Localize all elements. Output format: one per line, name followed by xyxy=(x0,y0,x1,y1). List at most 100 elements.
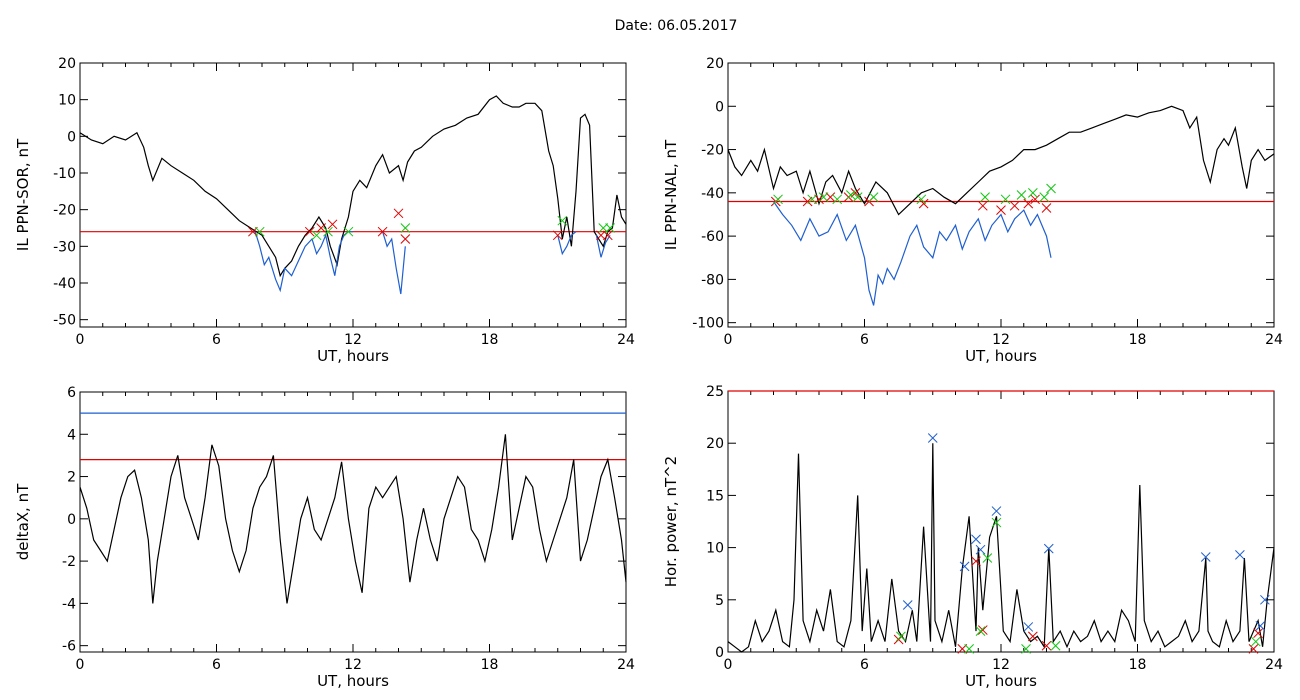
x-tick-label: 18 xyxy=(1129,332,1147,348)
cross-marker xyxy=(304,226,315,237)
cross-marker xyxy=(832,194,843,205)
y-tick-label: -60 xyxy=(701,229,724,245)
y-tick-label: 6 xyxy=(67,385,76,401)
cross-marker xyxy=(377,226,388,237)
cross-marker xyxy=(1041,203,1052,213)
y-tick-label: -40 xyxy=(53,276,76,292)
cross-marker xyxy=(852,192,863,203)
y-tick-label: 25 xyxy=(706,384,724,400)
x-tick-label: 0 xyxy=(76,332,85,348)
cross-marker xyxy=(996,205,1006,216)
y-tick-label: -6 xyxy=(62,639,76,655)
plot-frame xyxy=(79,62,627,328)
cross-marker xyxy=(980,192,990,203)
cross-marker xyxy=(1009,200,1020,211)
cross-marker xyxy=(1023,622,1034,632)
x-tick-label: 6 xyxy=(212,657,221,673)
cross-marker xyxy=(1021,644,1031,654)
cross-marker xyxy=(982,553,993,563)
x-tick-label: 0 xyxy=(76,657,85,673)
cross-marker xyxy=(598,223,609,233)
cross-marker xyxy=(975,544,986,555)
cross-marker xyxy=(807,194,818,205)
y-tick-label: 10 xyxy=(706,541,724,557)
cross-marker xyxy=(327,219,338,230)
cross-marker xyxy=(400,234,411,244)
plot-frame xyxy=(79,391,627,653)
y-tick-label: -20 xyxy=(701,143,724,159)
cross-marker xyxy=(248,226,258,237)
cross-marker xyxy=(1046,183,1056,194)
x-tick-label: 24 xyxy=(1265,332,1283,348)
cross-marker xyxy=(316,223,327,233)
cross-marker xyxy=(1039,192,1050,203)
cross-marker xyxy=(975,626,986,636)
y-tick-label: -10 xyxy=(53,166,76,182)
y-tick-label: 0 xyxy=(67,129,76,145)
y-tick-label: -30 xyxy=(53,239,76,255)
cross-marker xyxy=(1016,190,1027,200)
cross-marker xyxy=(311,230,322,241)
cross-marker xyxy=(818,192,829,203)
cross-marker xyxy=(1253,628,1263,639)
x-tick-label: 12 xyxy=(344,657,362,673)
y-tick-label: 4 xyxy=(67,427,76,443)
cross-marker xyxy=(552,230,563,241)
y-axis-label: deltaX, nT xyxy=(14,483,32,560)
cross-marker xyxy=(893,634,904,645)
cross-marker xyxy=(1235,550,1245,560)
cross-marker xyxy=(902,600,913,610)
panel-ppn-sor: 0 6 12 18 24 -50 -40 -30 -20 -10 0 10 20 UT, hours IL … xyxy=(14,56,635,365)
y-tick-label: 2 xyxy=(67,470,76,486)
cross-marker xyxy=(1000,194,1011,205)
figure-title: Date: 06.05.2017 xyxy=(614,18,738,34)
cross-marker xyxy=(1027,631,1038,642)
cross-marker xyxy=(957,644,968,654)
cross-marker xyxy=(868,192,879,203)
cross-marker xyxy=(1041,640,1052,651)
series-line-0 xyxy=(79,95,627,278)
y-tick-label: 0 xyxy=(715,645,724,661)
panel-hor-power: 0 6 12 18 24 0 5 10 15 20 25 UT, hours Hor. power, n… xyxy=(662,384,1283,690)
x-axis-label: UT, hours xyxy=(317,672,389,690)
series-line-0 xyxy=(79,434,627,604)
cross-marker xyxy=(845,190,856,200)
cross-marker xyxy=(977,625,988,635)
y-tick-label: -100 xyxy=(692,316,724,332)
cross-marker xyxy=(343,226,354,237)
cross-marker xyxy=(254,226,265,237)
x-tick-label: 12 xyxy=(992,657,1010,673)
y-tick-label: 15 xyxy=(706,488,724,504)
cross-marker xyxy=(971,534,981,545)
series-line-4 xyxy=(595,234,611,258)
cross-marker xyxy=(393,208,404,219)
cross-marker xyxy=(916,194,927,205)
x-tick-label: 24 xyxy=(617,332,635,348)
series-line-1 xyxy=(773,201,1052,306)
x-tick-label: 6 xyxy=(860,332,869,348)
cross-marker xyxy=(927,433,938,443)
y-tick-label: 20 xyxy=(58,56,76,72)
cross-marker xyxy=(400,223,411,233)
series-line-2 xyxy=(382,231,406,295)
y-tick-label: -40 xyxy=(701,186,724,202)
series-line-0 xyxy=(727,105,1275,216)
x-axis-label: UT, hours xyxy=(965,672,1037,690)
x-tick-label: 24 xyxy=(1265,657,1283,673)
cross-marker xyxy=(896,631,906,642)
cross-marker xyxy=(1250,636,1261,647)
x-tick-label: 12 xyxy=(344,332,362,348)
x-axis-label: UT, hours xyxy=(965,347,1037,365)
cross-marker xyxy=(1043,543,1054,554)
cross-marker xyxy=(1023,198,1034,209)
x-tick-label: 12 xyxy=(992,332,1010,348)
y-axis-label: Hor. power, nT^2 xyxy=(662,456,680,587)
cross-marker xyxy=(964,644,975,654)
cross-marker xyxy=(602,230,613,241)
cross-marker xyxy=(596,230,606,241)
y-tick-label: -2 xyxy=(62,554,76,570)
cross-marker xyxy=(557,215,568,226)
cross-marker xyxy=(991,517,1002,528)
